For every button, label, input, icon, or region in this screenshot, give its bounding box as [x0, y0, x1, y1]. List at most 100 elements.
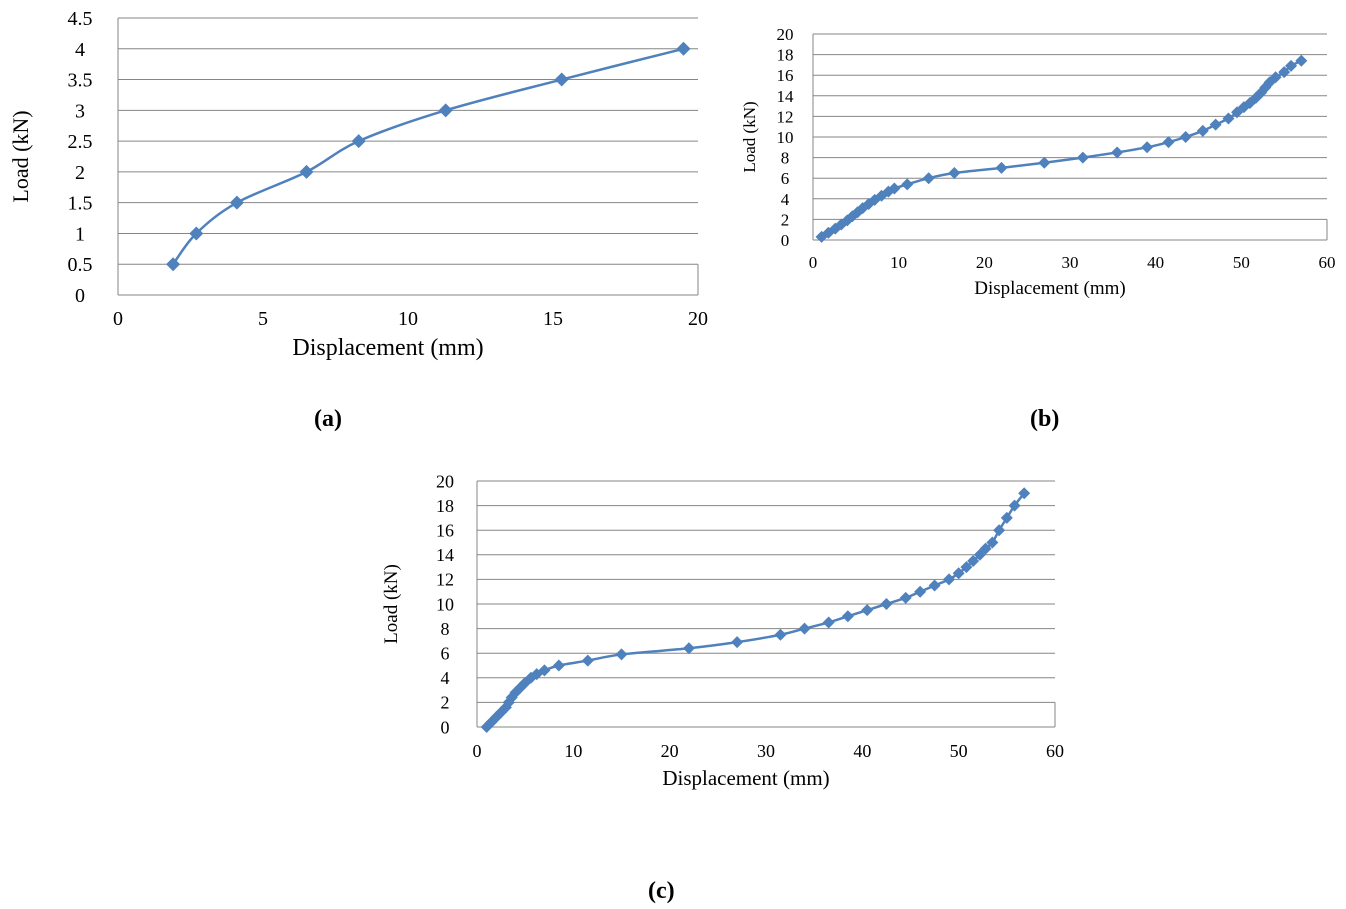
chart-b: 0 2 4 6 8 10 12 14 16 18 20 0 10 20 30 40 50 60 Displaceme… [735, 20, 1336, 310]
x-tick-label: 60 [1046, 741, 1064, 761]
x-tick-label: 0 [113, 308, 123, 330]
y-tick-label: 16 [777, 66, 794, 85]
data-point-marker [841, 610, 854, 623]
data-point-marker [943, 573, 956, 586]
data-point-marker [967, 554, 980, 567]
data-point-marker [1209, 118, 1222, 131]
data-point-marker [995, 161, 1008, 174]
data-point-marker [861, 604, 874, 617]
x-tick-label: 30 [757, 741, 775, 761]
y-tick-label: 1.5 [68, 193, 93, 215]
data-point-marker [880, 598, 893, 610]
y-tick-label: 2 [781, 210, 790, 229]
data-point-marker [731, 636, 744, 649]
y-tick-label: 1 [75, 223, 85, 245]
chart-a: 0 0.5 1 1.5 2 2.5 3 3.5 4 4.5 0 5 10 15 20 Displacement… [0, 0, 720, 370]
y-tick-label: 2 [441, 693, 450, 713]
data-point-marker [1008, 499, 1021, 512]
data-point-marker [1018, 487, 1031, 500]
data-point-marker [1231, 106, 1244, 119]
data-point-marker [519, 676, 532, 689]
y-tick-label: 3 [75, 100, 85, 122]
data-point-marker [901, 178, 914, 191]
data-point-marker [1162, 136, 1175, 149]
data-point-marker [299, 164, 314, 179]
caption-a: (a) [314, 406, 342, 432]
y-tick-label: 0.5 [68, 254, 93, 276]
data-point-marker [888, 182, 901, 195]
x-tick-label: 10 [890, 253, 907, 272]
x-tick-label: 0 [809, 253, 818, 272]
data-point-marker [928, 579, 941, 592]
x-tick-label: 20 [661, 741, 679, 761]
series-line [485, 492, 1026, 728]
data-point-marker [979, 542, 992, 555]
data-point-marker [615, 648, 628, 661]
y-tick-label: 0 [75, 285, 85, 307]
y-tick-label: 20 [436, 471, 454, 491]
y-tick-label: 0 [781, 231, 790, 250]
x-tick-label: 20 [688, 308, 708, 330]
data-point-marker [1259, 81, 1272, 94]
x-axis-title: Displacement (mm) [292, 335, 483, 361]
caption-b: (b) [1030, 406, 1060, 432]
data-point-marker [189, 226, 204, 241]
data-point-marker [1141, 141, 1154, 154]
caption-c: (c) [648, 878, 675, 904]
data-point-marker [530, 668, 543, 681]
x-tick-label: 5 [258, 308, 268, 330]
data-point-marker [554, 72, 569, 87]
data-point-marker [798, 622, 811, 635]
x-tick-label: 50 [1233, 253, 1250, 272]
y-tick-label: 20 [777, 25, 794, 44]
y-tick-label: 6 [441, 644, 450, 664]
x-tick-label: 50 [950, 741, 968, 761]
data-point-marker [862, 197, 875, 210]
x-tick-label: 10 [564, 741, 582, 761]
y-axis-title: Load (kN) [740, 101, 759, 172]
data-point-marker [505, 691, 518, 704]
data-point-marker [922, 172, 935, 185]
data-point-marker [1269, 71, 1282, 84]
chart-a-svg: 0 0.5 1 1.5 2 2.5 3 3.5 4 4.5 0 5 10 15 20 Displacement… [8, 8, 708, 361]
y-tick-label: 18 [777, 46, 794, 65]
data-point-marker [538, 664, 551, 677]
y-tick-label: 8 [441, 619, 450, 639]
y-tick-label: 12 [436, 570, 454, 590]
data-point-marker [438, 103, 453, 118]
y-tick-label: 3.5 [68, 70, 93, 92]
y-axis-title: Load (kN) [8, 110, 33, 202]
data-point-marker [1000, 511, 1013, 524]
data-point-marker [835, 218, 848, 231]
y-tick-label: 8 [781, 149, 790, 168]
y-tick-label: 16 [436, 521, 454, 541]
data-point-marker [899, 591, 912, 604]
y-tick-label: 4 [75, 39, 85, 61]
data-point-marker [1179, 131, 1192, 143]
data-point-marker [1076, 151, 1089, 164]
data-point-marker [1038, 156, 1051, 169]
y-tick-label: 6 [781, 169, 790, 188]
data-point-marker [774, 628, 787, 641]
data-point-marker [229, 195, 244, 210]
y-axis-title: Load (kN) [381, 564, 402, 644]
y-tick-label: 14 [436, 545, 454, 565]
x-tick-label: 10 [398, 308, 418, 330]
y-tick-label: 4.5 [68, 8, 93, 30]
data-point-marker [581, 654, 594, 667]
data-point-marker [973, 548, 986, 561]
x-tick-label: 20 [976, 253, 993, 272]
chart-c-svg: 0 2 4 6 8 10 12 14 16 18 20 0 10 20 30 40 50 60 Displaceme… [381, 471, 1064, 790]
y-tick-label: 14 [777, 87, 795, 106]
data-point-marker [485, 716, 498, 729]
data-point-marker [1278, 66, 1291, 79]
data-point-marker [1249, 91, 1262, 104]
data-point-marker [914, 585, 927, 598]
y-tick-label: 12 [777, 107, 794, 126]
data-point-marker [1196, 124, 1209, 137]
data-point-marker [351, 134, 366, 149]
x-tick-label: 40 [853, 741, 871, 761]
y-tick-label: 4 [781, 190, 790, 209]
data-point-marker [1295, 54, 1308, 67]
